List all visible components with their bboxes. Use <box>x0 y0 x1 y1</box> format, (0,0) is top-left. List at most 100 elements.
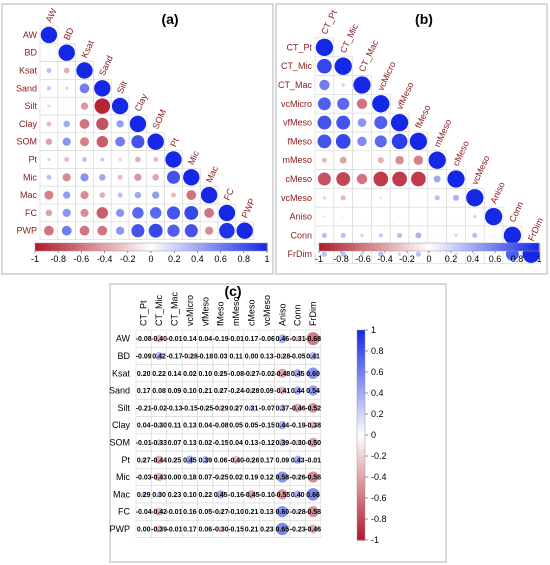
correlation-circle <box>132 207 144 219</box>
colorbar-segment <box>357 449 365 454</box>
correlation-value: -0.38 <box>305 423 321 430</box>
correlation-value: -0.44 <box>151 457 167 464</box>
correlation-value: 0.46 <box>275 336 289 343</box>
correlation-circle <box>171 192 176 198</box>
correlation-circle <box>200 186 218 204</box>
correlation-circle <box>452 194 460 201</box>
column-label: vcMeso <box>470 154 492 186</box>
correlation-value: -0.30 <box>290 440 306 447</box>
correlation-value: -0.23 <box>290 526 306 533</box>
correlation-circle <box>436 216 438 218</box>
correlation-value: -0.46 <box>305 526 321 533</box>
colorbar-segment <box>491 243 496 251</box>
correlation-circle <box>46 121 52 127</box>
colorbar-segment <box>357 480 365 485</box>
correlation-circle <box>204 207 215 218</box>
column-label: Conn <box>293 304 303 326</box>
row-label: AW <box>23 30 38 40</box>
correlation-value: -0.33 <box>151 440 167 447</box>
correlation-value: -0.15 <box>213 440 229 447</box>
column-label: Sand <box>97 54 115 77</box>
column-label: CT_Pt <box>139 300 149 326</box>
correlation-value: 0.13 <box>260 509 274 516</box>
correlation-circle <box>319 79 330 91</box>
correlation-value: -0.15 <box>259 423 275 430</box>
correlation-value: 0.13 <box>260 353 274 360</box>
colorbar-segment <box>414 243 419 251</box>
correlation-value: 0.42 <box>152 353 166 360</box>
column-label: mMeso <box>231 296 241 326</box>
correlation-circle <box>155 351 164 360</box>
panel-b-frame <box>275 3 548 275</box>
row-label: CT_Pt <box>286 42 312 52</box>
correlation-value: -0.05 <box>290 353 306 360</box>
correlation-circle <box>378 233 383 238</box>
correlation-value: 0.22 <box>198 492 212 499</box>
colorbar-segment <box>247 243 253 251</box>
correlation-circle <box>58 44 75 61</box>
colorbar-segment <box>357 386 365 391</box>
correlation-circle <box>82 157 87 162</box>
panel-c: (c) CT_Pt CT_Mic CT_Mac vcMicro vfMeso fMeso mM… <box>109 283 387 545</box>
colorbar-segment <box>447 243 452 251</box>
correlation-circle <box>217 526 224 532</box>
correlation-circle <box>317 58 332 74</box>
colorbar-segment <box>357 414 365 419</box>
correlation-circle <box>295 474 301 480</box>
column-label: AW <box>44 6 59 24</box>
correlation-circle <box>218 370 224 376</box>
colorbar-segment <box>357 498 365 503</box>
correlation-circle <box>46 174 52 180</box>
colorbar-tick-label: -0.4 <box>371 472 387 482</box>
colorbar-segment <box>96 243 102 251</box>
colorbar-segment <box>205 243 210 251</box>
correlation-circle <box>45 209 53 217</box>
colorbar-segment <box>357 526 365 531</box>
row-label: Sand <box>16 83 37 93</box>
correlation-circle <box>48 51 50 54</box>
correlation-value: -0.45 <box>244 492 260 499</box>
correlation-circle <box>341 83 345 87</box>
colorbar-segment <box>326 243 331 251</box>
colorbar-segment <box>495 243 500 251</box>
colorbar-segment <box>143 243 148 251</box>
correlation-value: 0.60 <box>275 509 289 516</box>
correlation-circle <box>79 83 90 94</box>
colorbar-segment <box>476 243 481 251</box>
row-label: FrDim <box>288 249 313 259</box>
colorbar-segment <box>239 243 245 251</box>
correlation-circle <box>96 117 109 131</box>
correlation-circle <box>249 457 254 463</box>
panel-a-frame <box>1 3 274 275</box>
correlation-circle <box>503 226 522 245</box>
correlation-circle <box>205 226 214 235</box>
correlation-circle <box>399 197 401 199</box>
correlation-circle <box>337 97 350 110</box>
colorbar-segment <box>357 491 365 496</box>
correlation-circle <box>278 438 287 447</box>
row-label: vcMicro <box>281 99 312 109</box>
correlation-value: 0.11 <box>168 423 181 430</box>
correlation-value: -0.58 <box>305 509 321 516</box>
correlation-circle <box>340 232 346 238</box>
correlation-circle <box>361 159 363 162</box>
correlation-value: -0.16 <box>228 492 244 499</box>
correlation-circle <box>373 171 389 187</box>
correlation-value: 0.09 <box>260 388 274 395</box>
correlation-circle <box>317 115 332 130</box>
correlation-value: 0.02 <box>183 371 197 378</box>
colorbar-segment <box>50 243 55 251</box>
correlation-circle <box>236 222 253 239</box>
row-label: vfMeso <box>283 118 312 128</box>
correlation-circle <box>96 135 109 148</box>
colorbar-segment <box>484 243 489 251</box>
correlation-value: 0.27 <box>214 388 228 395</box>
column-label: Pt <box>168 136 181 148</box>
row-label: cMeso <box>285 174 312 184</box>
correlation-circle <box>356 98 368 109</box>
colorbar-segment <box>220 243 226 251</box>
correlation-circle <box>317 134 332 149</box>
correlation-value: -0.24 <box>228 388 244 395</box>
correlation-value: -0.58 <box>305 475 321 482</box>
colorbar-segment <box>357 400 365 405</box>
